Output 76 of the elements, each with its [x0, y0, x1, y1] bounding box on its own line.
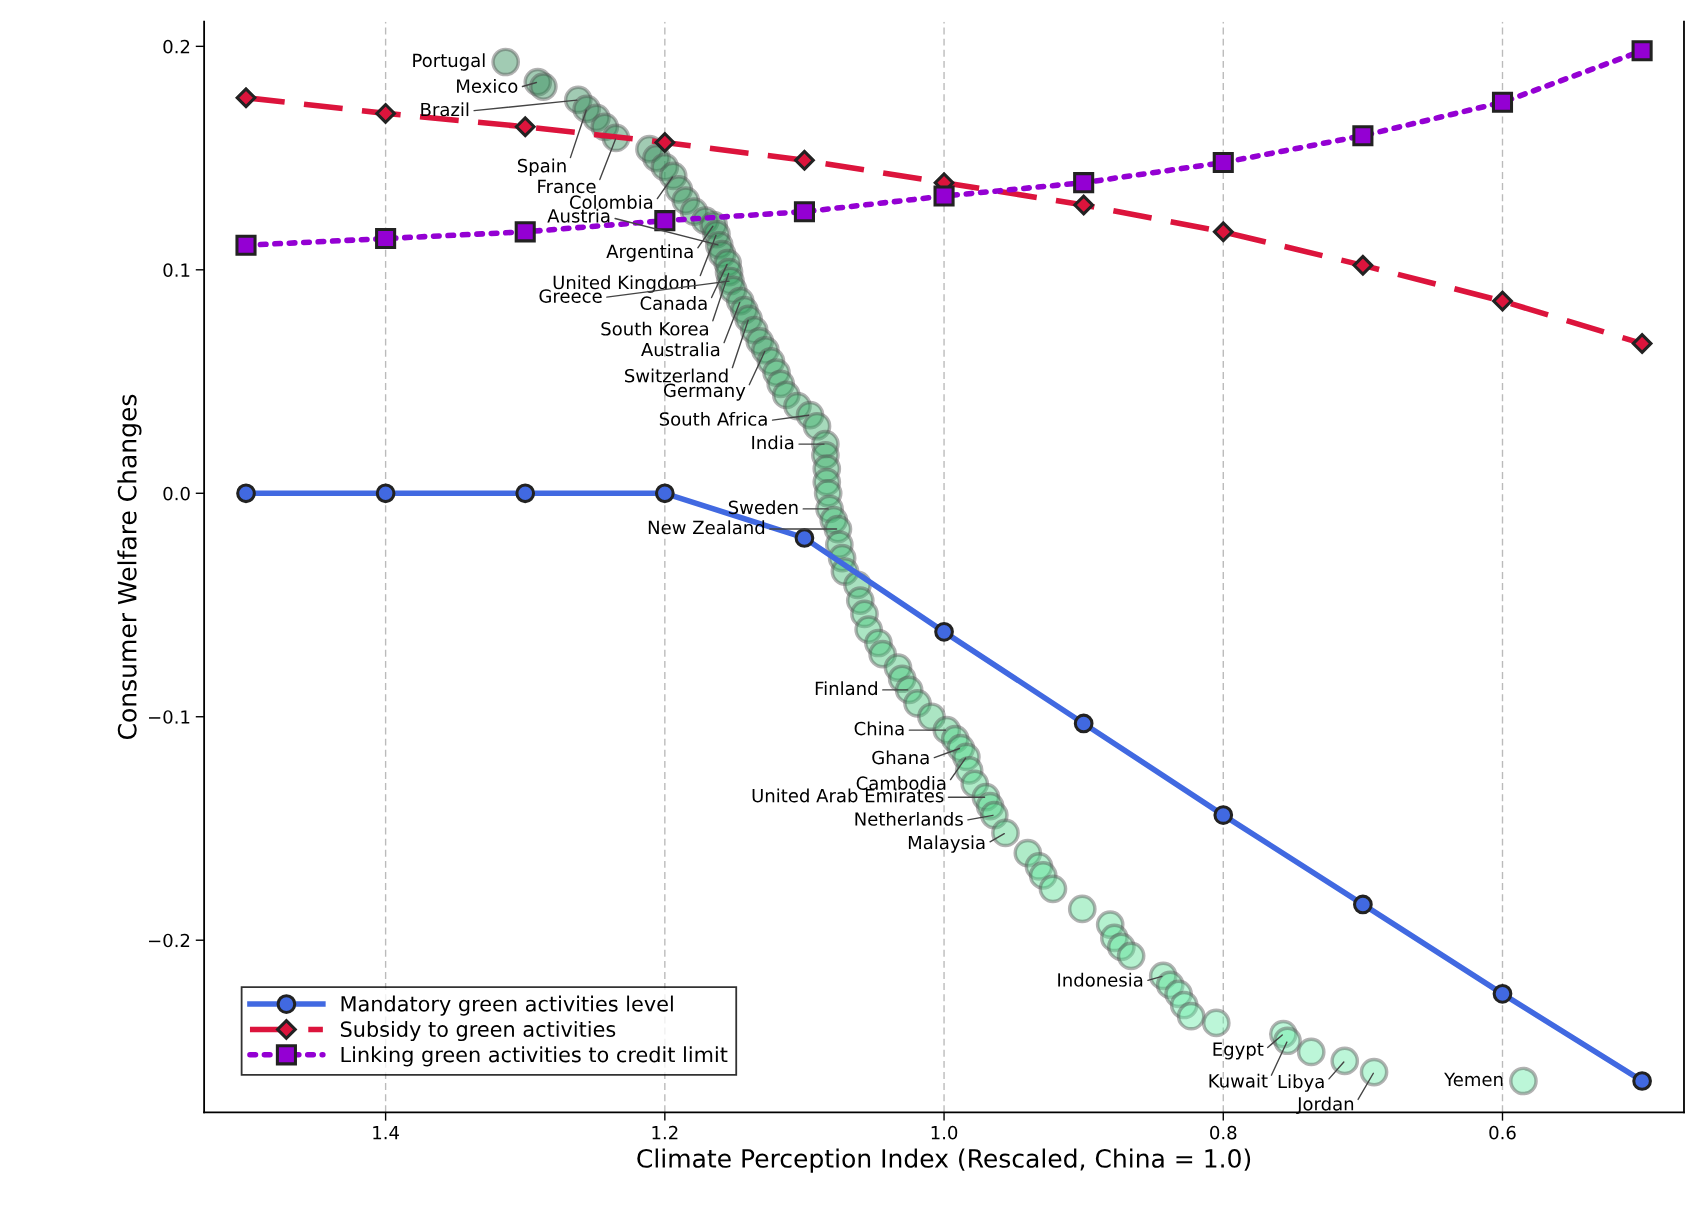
- annotation: Libya: [1278, 1074, 1324, 1092]
- point: [514, 221, 536, 243]
- point: [793, 201, 815, 223]
- point: [1073, 172, 1095, 194]
- point: [1073, 194, 1095, 216]
- annotation: Austria: [547, 208, 610, 223]
- point: [1492, 983, 1513, 1004]
- y-tick-label: −0.2: [148, 933, 190, 948]
- point: [514, 116, 536, 138]
- annotation: South Korea: [601, 321, 708, 336]
- annotation: Yemen: [1444, 1072, 1503, 1087]
- point: [1073, 713, 1094, 734]
- point: [934, 621, 954, 642]
- point: [375, 103, 396, 124]
- point: [794, 528, 815, 548]
- annotation: Argentina: [606, 244, 693, 262]
- x-axis-title: Climate Perception Index (Rescaled, China = 1.0): [637, 1148, 1251, 1173]
- point: [375, 227, 397, 250]
- annotation: Australia: [641, 342, 720, 357]
- annotation: Ghana: [872, 750, 929, 765]
- y-tick-label: 0.0: [163, 486, 190, 501]
- point: [236, 483, 256, 504]
- point: [1631, 333, 1653, 354]
- point: [1352, 254, 1374, 276]
- annotation: Canada: [640, 296, 707, 311]
- annotation: China: [854, 721, 904, 736]
- annotation: Germany: [663, 383, 746, 401]
- y-tick-label: −0.1: [148, 710, 190, 724]
- annotation: Kuwait: [1209, 1073, 1268, 1088]
- legend-label: Linking green activities to credit limit: [341, 1046, 728, 1067]
- annotation: Indonesia: [1058, 972, 1143, 987]
- annotation: India: [752, 435, 794, 450]
- annotation: Malaysia: [908, 835, 985, 853]
- legend-label: Mandatory green activities level: [341, 995, 673, 1016]
- x-tick-label: 0.6: [1489, 1125, 1516, 1140]
- point: [1213, 805, 1234, 825]
- point: [515, 483, 536, 504]
- point: [794, 149, 815, 171]
- point: [654, 483, 675, 504]
- annotation: Sweden: [728, 500, 798, 515]
- annotation: Netherlands: [855, 811, 963, 826]
- point: [654, 132, 676, 153]
- point: [1631, 40, 1653, 62]
- point: [654, 210, 676, 232]
- y-axis-title: Consumer Welfare Changes: [117, 394, 142, 740]
- point: [1352, 125, 1374, 147]
- annotation: Spain: [517, 158, 566, 176]
- point: [1353, 894, 1373, 915]
- point: [1212, 151, 1234, 174]
- x-tick-label: 1.2: [652, 1125, 678, 1140]
- point: [1212, 221, 1234, 243]
- annotation: Mexico: [457, 78, 518, 93]
- point: [375, 483, 396, 504]
- annotation: Cambodia: [856, 776, 946, 790]
- y-tick-label: 0.1: [163, 263, 190, 277]
- annotation: Portugal: [413, 53, 485, 71]
- point: [1492, 290, 1513, 312]
- y-tick-label: 0.2: [163, 39, 190, 54]
- point: [235, 87, 257, 109]
- annotation: New Zealand: [648, 520, 765, 535]
- x-tick-label: 1.0: [931, 1125, 958, 1140]
- annotation: Egypt: [1213, 1042, 1264, 1060]
- annotation: Switzerland: [625, 368, 728, 383]
- point: [235, 234, 257, 256]
- annotation: Brazil: [421, 102, 469, 117]
- annotation: France: [538, 179, 596, 194]
- annotation: Colombia: [569, 194, 653, 209]
- x-tick-label: 1.4: [373, 1126, 399, 1140]
- legend-label: Subsidy to green activities: [340, 1020, 616, 1042]
- point: [1491, 91, 1514, 113]
- x-tick-label: 0.8: [1210, 1125, 1237, 1140]
- annotation: South Africa: [659, 411, 767, 426]
- point: [1632, 1071, 1652, 1091]
- annotation: Jordan: [1296, 1096, 1354, 1114]
- point: [933, 185, 955, 207]
- annotation: Finland: [815, 681, 877, 696]
